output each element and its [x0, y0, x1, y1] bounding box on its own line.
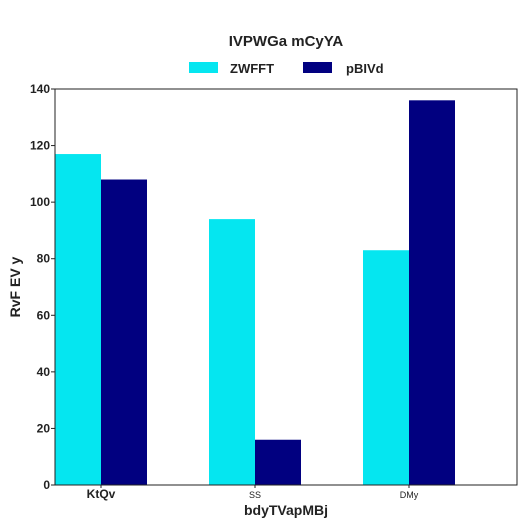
- legend-label-pbivd: pBIVd: [346, 61, 384, 76]
- x-tick-label-ss: SS: [249, 490, 261, 500]
- y-tick-label-100: 100: [30, 195, 50, 209]
- legend: ZWFFT pBIVd: [189, 61, 384, 76]
- bar-pbivd-dmy: [409, 100, 455, 486]
- x-tick-label-dmy: DMy: [400, 490, 419, 500]
- bar-pbivd-ss: [255, 439, 301, 485]
- bar-pbivd-ktqv: [101, 179, 147, 485]
- plot-frame: [54, 88, 518, 486]
- y-axis-ticks: 0 20 40 60 80 100 120 140: [30, 82, 55, 492]
- chart-title: IVPWGa mCyYA: [229, 33, 344, 50]
- y-tick-label-0: 0: [43, 478, 50, 492]
- y-tick-label-60: 60: [37, 308, 51, 322]
- y-tick-label-40: 40: [37, 365, 51, 379]
- legend-label-zwfft: ZWFFT: [230, 61, 274, 76]
- bar-zwfft-dmy: [363, 250, 409, 485]
- y-tick-label-20: 20: [37, 421, 51, 435]
- y-tick-label-80: 80: [37, 252, 51, 266]
- legend-swatch-pbivd: [303, 62, 332, 73]
- bar-zwfft-ktqv: [55, 154, 101, 486]
- y-axis-label: RvF EV y: [7, 256, 23, 317]
- legend-swatch-zwfft: [189, 62, 218, 73]
- bar-zwfft-ss: [209, 219, 255, 485]
- y-tick-label-140: 140: [30, 82, 50, 96]
- x-axis-label: bdyTVapMBj: [244, 502, 328, 518]
- bars: [55, 100, 455, 486]
- x-tick-label-ktqv: KtQv: [87, 487, 116, 501]
- x-axis-ticks: KtQv SS DMy: [87, 485, 419, 501]
- y-tick-label-120: 120: [30, 139, 50, 153]
